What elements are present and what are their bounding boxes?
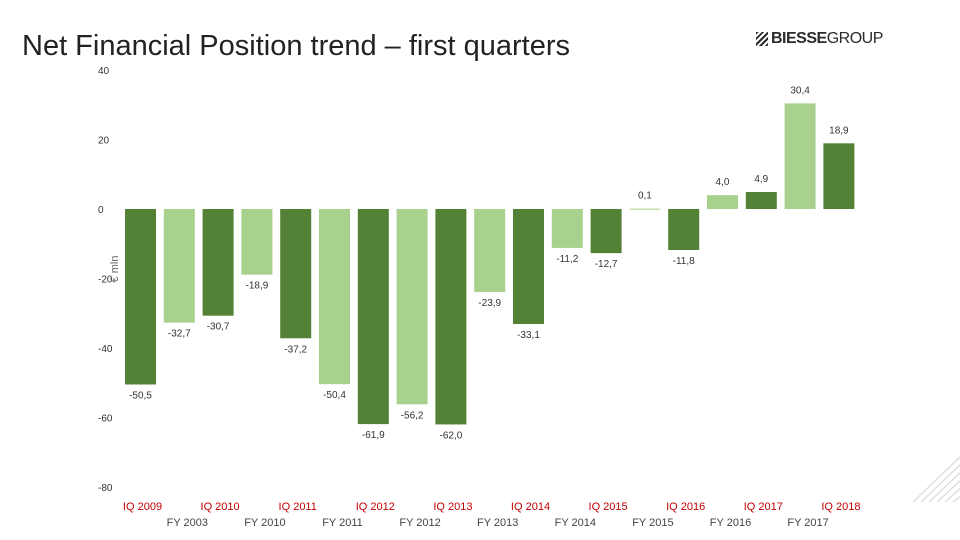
bar <box>125 209 156 385</box>
fiscal-year-label: FY 2014 <box>555 517 596 529</box>
bar-value-label: 18,9 <box>829 125 849 136</box>
bar <box>590 209 622 254</box>
bar-value-label: -33,1 <box>517 330 540 341</box>
bar-value-label: -18,9 <box>246 281 269 292</box>
bar-value-label: -56,2 <box>401 410 424 421</box>
bar <box>823 143 855 209</box>
bar-value-label: 30,4 <box>790 85 810 96</box>
bar <box>202 209 234 316</box>
bar <box>551 209 583 248</box>
fiscal-year-label: FY 2016 <box>710 517 751 529</box>
logo-bold-text: BIESSE <box>771 30 827 47</box>
bar-value-label: 4,9 <box>754 174 768 185</box>
bar-value-label: -50,5 <box>129 390 152 401</box>
quarter-label: IQ 2013 <box>433 501 472 513</box>
fiscal-year-label: FY 2003 <box>167 517 208 529</box>
fiscal-year-label: FY 2010 <box>244 517 285 529</box>
y-tick-label: -80 <box>98 483 113 494</box>
fiscal-year-label: FY 2013 <box>477 517 518 529</box>
bar <box>474 209 506 293</box>
y-tick-label: 0 <box>98 205 104 216</box>
bar <box>319 209 350 385</box>
bar-value-label: -11,8 <box>673 256 695 267</box>
bar <box>513 209 544 325</box>
quarter-label: IQ 2018 <box>821 501 860 513</box>
fiscal-year-label: FY 2015 <box>632 517 673 529</box>
y-tick-label: 40 <box>98 66 110 77</box>
bar <box>707 195 738 209</box>
bar <box>357 209 389 425</box>
bar-value-label: 4,0 <box>716 177 730 188</box>
bar-value-label: -23,9 <box>478 298 501 309</box>
bar <box>280 209 312 339</box>
page-title: Net Financial Position trend – first qua… <box>22 30 571 62</box>
bar <box>784 103 816 209</box>
quarter-label: IQ 2010 <box>201 501 240 513</box>
bar <box>745 191 777 209</box>
quarter-label: IQ 2016 <box>666 501 705 513</box>
bar <box>435 209 467 425</box>
y-axis-title: € mln <box>109 256 121 283</box>
bar-value-label: -61,9 <box>362 430 385 441</box>
x-labels-group: IQ 2009 IQ 2010 IQ 2011 IQ 2012 IQ 2013 IQ 20… <box>123 501 861 529</box>
bar-value-label: -37,2 <box>284 344 307 355</box>
bar-value-label: -50,4 <box>323 390 346 401</box>
bar <box>241 209 273 275</box>
y-tick-label: -40 <box>98 344 113 355</box>
bar-value-label: -62,0 <box>440 430 463 441</box>
fiscal-year-label: FY 2017 <box>787 517 828 529</box>
y-tick-label: -60 <box>98 414 113 425</box>
bar <box>668 209 700 251</box>
quarter-label: IQ 2014 <box>511 501 550 513</box>
logo-stripes-icon <box>756 32 768 46</box>
quarter-label: IQ 2012 <box>356 501 395 513</box>
fiscal-year-label: FY 2011 <box>322 517 363 529</box>
quarter-label: IQ 2017 <box>744 501 783 513</box>
y-tick-label: -20 <box>98 275 113 286</box>
bar-value-label: -32,7 <box>168 329 191 340</box>
corner-decoration-icon <box>912 456 960 502</box>
bar <box>629 208 661 210</box>
value-labels-group: -50,5 -32,7 -30,7 -18,9 -37,2 -50,4 -61,9 -56,2… <box>129 85 849 441</box>
y-axis: 40 20 0 -20 -40 -60 -80 € mln <box>98 66 121 494</box>
quarter-label: IQ 2015 <box>589 501 628 513</box>
bar-value-label: -30,7 <box>207 322 230 333</box>
fiscal-year-label: FY 2012 <box>399 517 440 529</box>
quarter-label: IQ 2011 <box>279 501 317 513</box>
bar-value-label: -11,2 <box>556 254 578 265</box>
bar <box>396 209 428 405</box>
quarter-label: IQ 2009 <box>123 501 162 513</box>
logo-light-text: GROUP <box>826 30 884 47</box>
bars-group <box>125 103 855 425</box>
bar-value-label: 0,1 <box>638 191 652 202</box>
bar <box>163 209 195 323</box>
y-tick-label: 20 <box>98 136 110 147</box>
bar-value-label: -12,7 <box>595 259 618 270</box>
biesse-group-logo: BIESSE GROUP <box>756 30 883 48</box>
